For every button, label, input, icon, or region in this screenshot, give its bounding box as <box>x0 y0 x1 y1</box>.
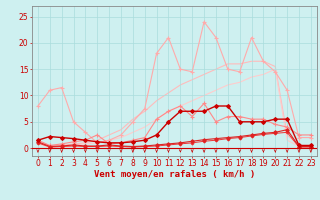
X-axis label: Vent moyen/en rafales ( km/h ): Vent moyen/en rafales ( km/h ) <box>94 170 255 179</box>
